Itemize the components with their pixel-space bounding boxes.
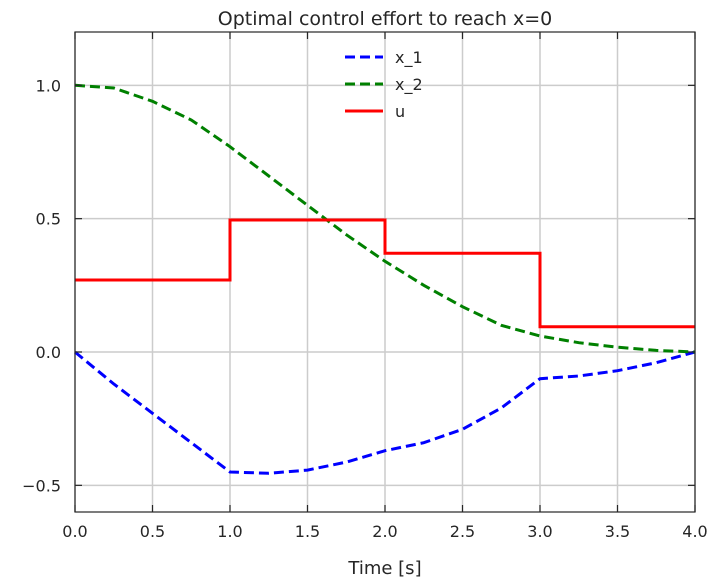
y-tick-label: 1.0 [36, 76, 61, 95]
series-line-x-1 [74, 350, 696, 475]
y-tick-label: 0.0 [36, 343, 61, 362]
chart-title: Optimal control effort to reach x=0 [218, 8, 552, 30]
x-tick-label: 3.5 [605, 522, 630, 541]
legend-label: u [395, 102, 405, 121]
series-line-x-2 [74, 83, 696, 354]
x-tick-label: 1.0 [217, 522, 242, 541]
x-tick-label: 0.5 [140, 522, 165, 541]
x-tick-label: 4.0 [682, 522, 707, 541]
legend: x_1 x_2u [345, 48, 423, 121]
legend-label: x_2 [395, 75, 423, 95]
legend-label: x_1 [395, 48, 423, 68]
x-tick-label: 3.0 [527, 522, 552, 541]
series-line-u [75, 218, 695, 329]
x-tick-label: 0.0 [62, 522, 87, 541]
x-axis-title: Time [s] [347, 558, 421, 579]
ticks: 0.0 0.5 1.0 1.5 2.0 2.5 3.0 3.5 4.0 −0.5 0.0 0.5 1.0 [22, 32, 708, 541]
y-tick-label: −0.5 [22, 476, 61, 495]
x-tick-label: 1.5 [295, 522, 320, 541]
x-tick-label: 2.5 [450, 522, 475, 541]
x-tick-label: 2.0 [372, 522, 397, 541]
series-layer [74, 83, 696, 475]
y-tick-label: 0.5 [36, 210, 61, 229]
